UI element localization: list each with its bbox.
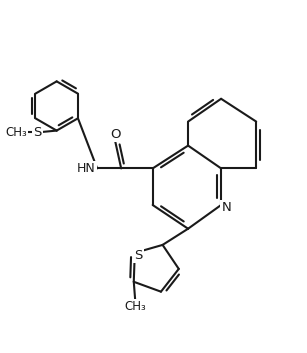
- Text: S: S: [33, 126, 41, 139]
- Text: HN: HN: [77, 162, 96, 175]
- Text: CH₃: CH₃: [5, 126, 27, 139]
- Text: N: N: [222, 201, 231, 214]
- Text: CH₃: CH₃: [124, 300, 146, 313]
- Text: O: O: [110, 128, 120, 141]
- Text: S: S: [134, 249, 142, 262]
